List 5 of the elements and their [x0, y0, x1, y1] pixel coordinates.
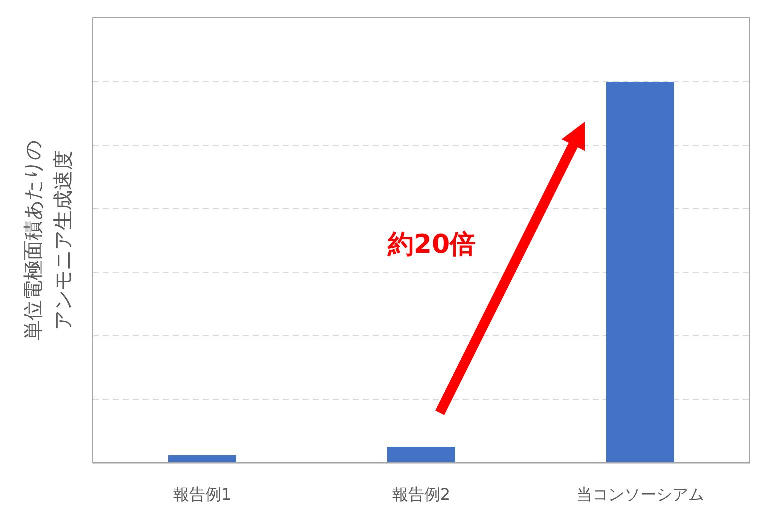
y-axis-title: 単位電極面積あたりのアンモニア生成速度	[21, 140, 75, 340]
x-tick-label: 報告例1	[173, 485, 232, 504]
x-tick-label: 報告例2	[392, 485, 451, 504]
x-tick-label: 当コンソーシアム	[576, 485, 704, 504]
annotation: 約20倍	[386, 230, 476, 260]
